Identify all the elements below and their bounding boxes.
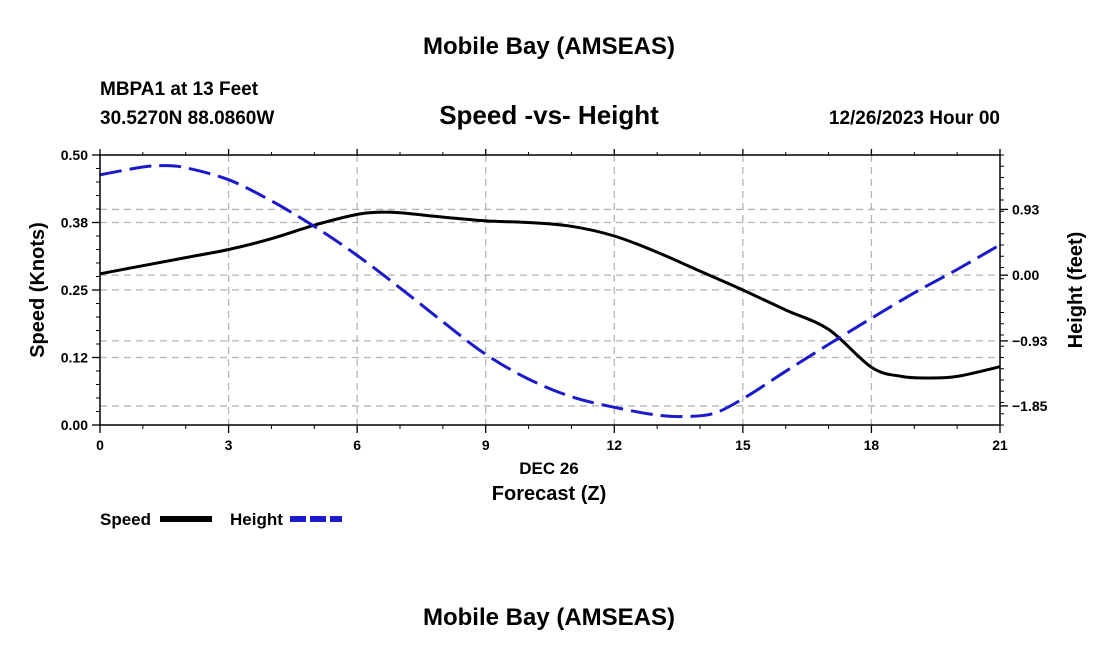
x-tick-label: 15 — [735, 437, 751, 453]
x-axis-date: DEC 26 — [519, 459, 579, 478]
station-label: MBPA1 at 13 Feet — [100, 79, 259, 100]
y2-tick-label: 0.93 — [1012, 201, 1039, 217]
y-tick-label: 0.12 — [61, 350, 88, 366]
y2-tick-label: −0.93 — [1012, 333, 1048, 349]
station-coordinates: 30.5270N 88.0860W — [100, 108, 274, 129]
y-tick-label: 0.25 — [61, 282, 88, 298]
page-title-top: Mobile Bay (AMSEAS) — [423, 33, 675, 60]
y-axis-label: Speed (Knots) — [27, 222, 49, 358]
series-line-speed — [99, 210, 1001, 380]
x-tick-label: 9 — [482, 437, 490, 453]
page-title-bottom: Mobile Bay (AMSEAS) — [423, 604, 675, 631]
y2-tick-label: 0.00 — [1012, 267, 1039, 283]
y2-axis-label: Height (feet) — [1065, 232, 1087, 349]
forecast-datetime: 12/26/2023 Hour 00 — [829, 108, 1000, 129]
y-tick-label: 0.38 — [61, 215, 88, 231]
x-tick-label: 3 — [225, 437, 233, 453]
series-line-height — [99, 164, 1001, 419]
y-tick-label: 0.00 — [61, 417, 88, 433]
x-axis-label: Forecast (Z) — [492, 483, 606, 505]
y-tick-label: 0.50 — [61, 147, 88, 163]
axis-ticks: 0 3 6 9 12 15 18 21 0.00 0.12 0.25 0.38 0.50 0.93 0.00… — [61, 147, 1048, 453]
x-tick-label: 6 — [353, 437, 361, 453]
x-tick-label: 0 — [96, 437, 104, 453]
legend-height-label: Height — [230, 510, 283, 529]
data-series — [99, 164, 1001, 419]
grid-lines — [100, 155, 1000, 425]
legend-speed-label: Speed — [100, 510, 151, 529]
chart-title: Speed -vs- Height — [439, 100, 659, 130]
x-tick-label: 18 — [864, 437, 880, 453]
legend: Speed Height — [100, 510, 342, 529]
x-tick-label: 21 — [992, 437, 1008, 453]
y2-tick-label: −1.85 — [1012, 398, 1048, 414]
x-tick-label: 12 — [606, 437, 622, 453]
